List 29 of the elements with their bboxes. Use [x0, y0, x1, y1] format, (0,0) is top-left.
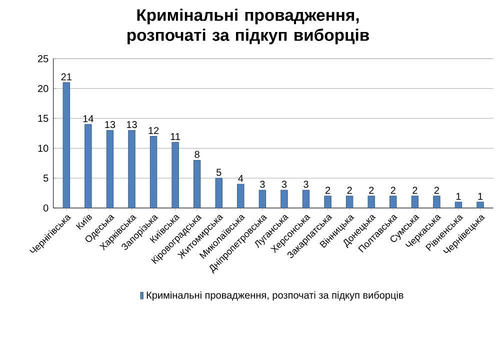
y-tick-label: 15: [38, 114, 48, 122]
data-label: 14: [83, 115, 94, 122]
data-label: 3: [260, 180, 265, 188]
data-label: 2: [390, 186, 396, 194]
data-label: 2: [412, 186, 418, 194]
data-label: 1: [478, 192, 483, 200]
data-label: 11: [170, 133, 180, 140]
data-label: 2: [326, 186, 330, 194]
y-tick-label: 25: [38, 55, 48, 62]
bar: [128, 130, 136, 208]
data-label: 2: [347, 186, 352, 194]
data-label: 3: [282, 180, 287, 188]
data-label: 1: [456, 192, 461, 200]
data-label: 13: [126, 121, 137, 128]
data-label: 12: [148, 127, 159, 134]
y-tick-label: 0: [43, 204, 48, 212]
data-label: 8: [194, 150, 200, 158]
data-label: 4: [238, 174, 244, 182]
data-label: 3: [304, 180, 308, 188]
data-label: 2: [369, 186, 374, 194]
data-label: 21: [61, 73, 72, 80]
y-tick-label: 20: [38, 84, 48, 92]
chart-title: Кримінальні провадження, розпочаті за підкуп виборців: [128, 8, 369, 44]
legend-label: Кримінальні провадження, розпочаті за підкуп виборців: [146, 291, 404, 301]
data-label: 2: [434, 186, 439, 194]
y-tick-label: 5: [43, 174, 48, 182]
data-label: 13: [105, 121, 116, 128]
y-tick-label: 10: [38, 144, 48, 152]
data-label: 5: [216, 168, 222, 176]
